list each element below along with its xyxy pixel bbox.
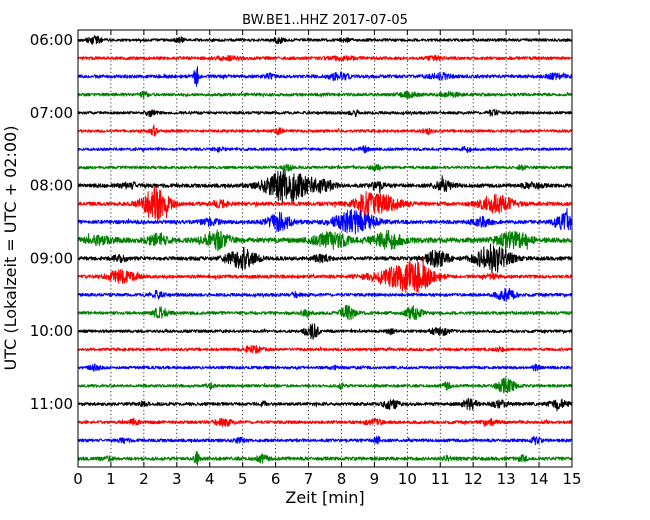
chart-title: BW.BE1..HHZ 2017-07-05 bbox=[242, 13, 408, 28]
trace-line bbox=[77, 323, 573, 340]
trace-line bbox=[77, 344, 573, 354]
trace-line bbox=[77, 163, 573, 172]
trace-line bbox=[77, 435, 573, 446]
y-tick-label: 11:00 bbox=[30, 395, 73, 413]
x-tick-label: 7 bbox=[304, 470, 314, 488]
x-tick-label: 13 bbox=[497, 470, 516, 488]
trace-line bbox=[77, 229, 573, 255]
trace-line bbox=[77, 186, 573, 221]
plot-frame bbox=[77, 29, 573, 468]
x-tick-label: 3 bbox=[172, 470, 182, 488]
trace-line bbox=[77, 256, 573, 293]
tick-labels: 0 1 2 3 4 5 6 7 8 9 10 11 12 13 14 1506:0007:0008:0009:… bbox=[30, 31, 582, 488]
y-tick-label: 10:00 bbox=[30, 322, 73, 340]
x-tick-label: 8 bbox=[337, 470, 347, 488]
trace-line bbox=[77, 377, 573, 394]
x-tick-label: 12 bbox=[464, 470, 483, 488]
x-tick-label: 1 bbox=[106, 470, 116, 488]
x-tick-label: 14 bbox=[530, 470, 549, 488]
y-tick-label: 06:00 bbox=[30, 31, 73, 49]
trace-line bbox=[77, 207, 573, 235]
x-tick-label: 0 bbox=[73, 470, 83, 488]
trace-line bbox=[77, 451, 573, 466]
trace-line bbox=[77, 124, 573, 137]
x-tick-label: 15 bbox=[562, 470, 581, 488]
y-tick-label: 09:00 bbox=[30, 249, 73, 267]
trace-line bbox=[77, 90, 573, 100]
trace-line bbox=[77, 54, 573, 62]
y-tick-label: 07:00 bbox=[30, 104, 73, 122]
y-tick-label: 08:00 bbox=[30, 177, 73, 195]
x-tick-label: 6 bbox=[271, 470, 281, 488]
trace-line bbox=[77, 397, 573, 412]
x-tick-label: 9 bbox=[370, 470, 380, 488]
trace-line bbox=[77, 66, 573, 87]
trace-line bbox=[77, 304, 573, 321]
x-tick-label: 2 bbox=[139, 470, 149, 488]
trace-line bbox=[77, 108, 573, 118]
tick-marks bbox=[77, 30, 573, 467]
x-tick-label: 4 bbox=[205, 470, 215, 488]
trace-line bbox=[77, 417, 573, 427]
trace-line bbox=[77, 243, 573, 274]
x-axis-label: Zeit [min] bbox=[285, 488, 364, 507]
trace-line bbox=[77, 287, 573, 303]
x-tick-label: 11 bbox=[431, 470, 450, 488]
y-axis-label: UTC (Lokalzeit = UTC + 02:00) bbox=[1, 126, 20, 371]
x-tick-label: 10 bbox=[398, 470, 417, 488]
x-tick-label: 5 bbox=[238, 470, 248, 488]
trace-line bbox=[77, 168, 573, 206]
trace-layer bbox=[77, 35, 573, 466]
trace-line bbox=[77, 145, 573, 154]
trace-line bbox=[77, 35, 573, 45]
grid-lines bbox=[110, 30, 540, 467]
trace-line bbox=[77, 363, 573, 372]
